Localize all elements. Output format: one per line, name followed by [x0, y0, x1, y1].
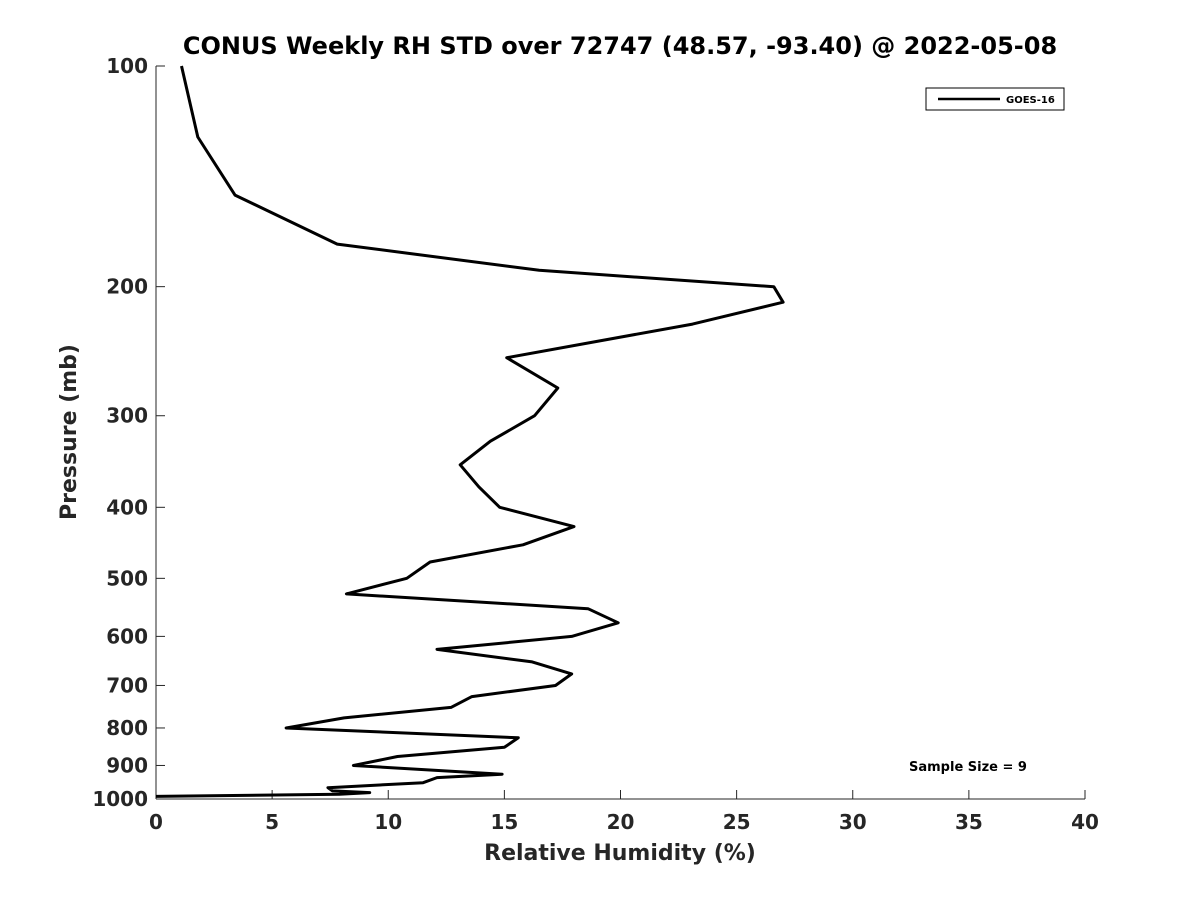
x-tick-label: 5 [265, 810, 279, 834]
x-tick-label: 0 [149, 810, 163, 834]
x-axis-ticks: 0 5 10 15 20 25 30 35 40 [149, 790, 1099, 834]
y-tick-label: 100 [106, 54, 148, 78]
y-tick-label: 600 [106, 624, 148, 648]
series-line-goes-16 [155, 65, 785, 798]
x-tick-label: 10 [374, 810, 402, 834]
y-tick-label: 500 [106, 566, 148, 590]
y-tick-label: 400 [106, 495, 148, 519]
series-layer [155, 65, 785, 798]
plot-axes [155, 66, 1085, 800]
legend: GOES-16 [925, 87, 1065, 111]
x-tick-label: 25 [723, 810, 751, 834]
x-tick-label: 35 [955, 810, 983, 834]
y-tick-label: 1000 [92, 787, 148, 811]
legend-entry-goes-16: GOES-16 [1006, 95, 1055, 106]
y-axis-ticks: 100 200 300 400 500 600 700 800 900 1000 [92, 54, 165, 811]
y-tick-label: 800 [106, 716, 148, 740]
x-tick-label: 20 [607, 810, 635, 834]
x-tick-label: 30 [839, 810, 867, 834]
y-tick-label: 300 [106, 404, 148, 428]
x-axis-label: Relative Humidity (%) [484, 841, 756, 866]
sample-size-annotation: Sample Size = 9 [909, 760, 1027, 775]
y-axis-label: Pressure (mb) [57, 344, 82, 520]
x-tick-label: 15 [490, 810, 518, 834]
x-tick-label: 40 [1071, 810, 1099, 834]
y-tick-label: 900 [106, 753, 148, 777]
chart-title: CONUS Weekly RH STD over 72747 (48.57, -… [183, 32, 1057, 60]
y-tick-label: 700 [106, 673, 148, 697]
y-tick-label: 200 [106, 275, 148, 299]
